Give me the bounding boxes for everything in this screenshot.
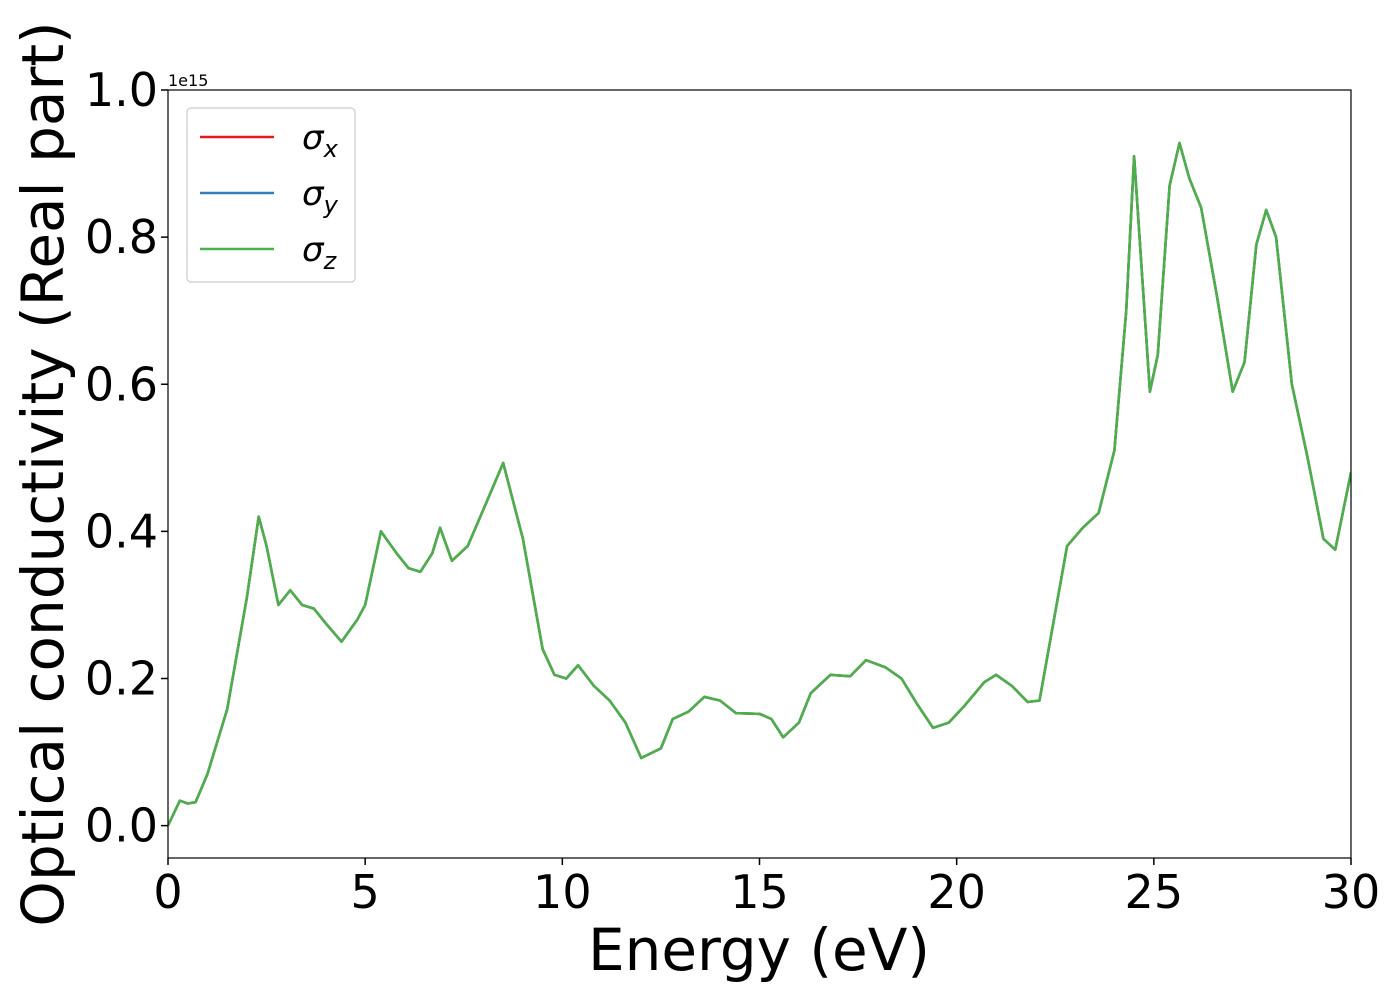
x-tick-label: 25 — [1125, 865, 1184, 919]
x-tick-label: 30 — [1322, 865, 1381, 919]
y-tick-label: 0.8 — [85, 210, 158, 264]
series-line — [168, 141, 1351, 827]
x-tick-label: 20 — [927, 865, 986, 919]
legend-box — [186, 107, 356, 283]
y-tick-label: 0.6 — [85, 357, 158, 411]
y-tick-label: 1.0 — [85, 63, 158, 117]
plot-frame — [167, 89, 1352, 859]
y-tick-label: 0.0 — [85, 799, 158, 853]
x-tick-label: 5 — [351, 865, 380, 919]
y-tick-label: 0.4 — [85, 504, 158, 558]
y-axis-label: Optical conductivity (Real part) — [9, 21, 77, 926]
x-tick-label: 0 — [153, 865, 182, 919]
legend-label: σx — [302, 118, 339, 163]
x-tick-label: 15 — [730, 865, 789, 919]
legend-label: σz — [302, 230, 338, 275]
y-offset-label: 1e15 — [168, 71, 208, 90]
legend-label: σy — [302, 174, 339, 219]
x-tick-label: 10 — [533, 865, 592, 919]
x-axis-label: Energy (eV) — [588, 916, 930, 984]
y-tick-label: 0.2 — [85, 652, 158, 706]
